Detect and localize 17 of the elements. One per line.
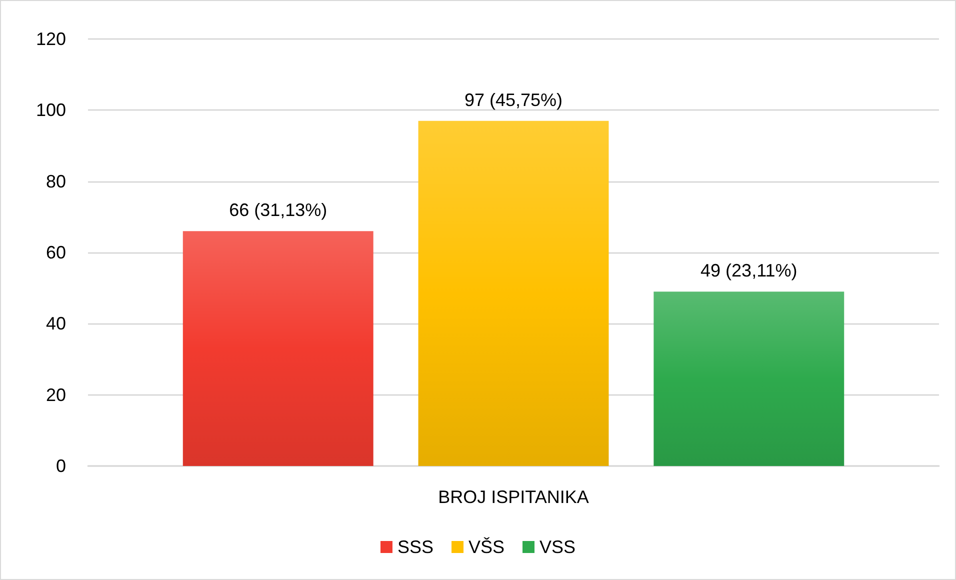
y-tick-label: 120 bbox=[36, 29, 66, 49]
data-label: 97 (45,75%) bbox=[464, 90, 563, 110]
x-tick-label: BROJ ISPITANIKA bbox=[438, 487, 589, 507]
data-label: 66 (31,13%) bbox=[229, 200, 328, 220]
legend-label: SSS bbox=[397, 537, 434, 557]
bar bbox=[654, 292, 844, 466]
y-tick-label: 60 bbox=[46, 242, 66, 262]
bar bbox=[418, 120, 609, 466]
y-tick-label: 40 bbox=[46, 314, 66, 334]
legend-label: VSS bbox=[540, 537, 576, 557]
y-tick-label: 20 bbox=[46, 384, 66, 405]
data-label: 49 (23,11%) bbox=[700, 260, 798, 281]
y-tick-label: 80 bbox=[46, 171, 66, 192]
bar bbox=[182, 231, 374, 466]
y-tick-label: 100 bbox=[36, 100, 66, 120]
y-tick-label: 0 bbox=[56, 456, 66, 476]
legend-label: VŠS bbox=[468, 537, 505, 557]
